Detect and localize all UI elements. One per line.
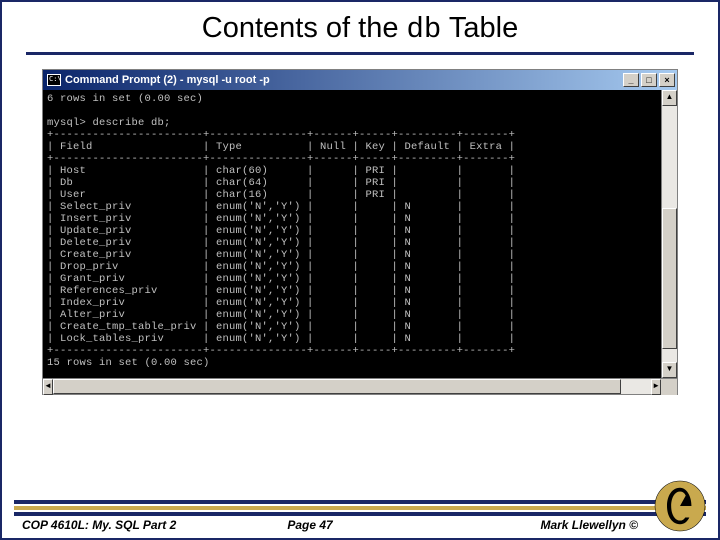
slide-footer: COP 4610L: My. SQL Part 2 Page 47 Mark L… [2, 500, 718, 538]
minimize-button[interactable]: _ [623, 73, 639, 87]
ucf-logo-icon [654, 480, 706, 532]
window-title: Command Prompt (2) - mysql -u root -p [65, 74, 623, 86]
maximize-button[interactable]: □ [641, 73, 657, 87]
title-prefix: Contents of the [202, 12, 407, 44]
footer-bar-gold [14, 506, 706, 510]
window-buttons: _ □ × [623, 73, 675, 87]
footer-page: Page 47 [287, 518, 372, 532]
scroll-track-h[interactable] [53, 379, 651, 394]
title-suffix: Table [441, 12, 518, 44]
window-titlebar[interactable]: Command Prompt (2) - mysql -u root -p _ … [43, 70, 677, 90]
horizontal-scrollbar[interactable]: ◄ ► [43, 378, 677, 394]
terminal-output: 6 rows in set (0.00 sec) mysql> describe… [43, 90, 661, 378]
scroll-corner [661, 379, 677, 395]
vertical-scrollbar[interactable]: ▲ ▼ [661, 90, 677, 378]
title-underline [26, 52, 694, 55]
scroll-down-button[interactable]: ▼ [662, 362, 677, 378]
footer-author: Mark Llewellyn © [373, 518, 698, 532]
command-prompt-window: Command Prompt (2) - mysql -u root -p _ … [42, 69, 678, 395]
scroll-track-v[interactable] [662, 106, 677, 362]
close-button[interactable]: × [659, 73, 675, 87]
cmd-icon [47, 74, 61, 86]
footer-bar-navy-2 [14, 512, 706, 516]
scroll-up-button[interactable]: ▲ [662, 90, 677, 106]
slide-title: Contents of the db Table [2, 2, 718, 52]
scroll-thumb-h[interactable] [53, 379, 621, 394]
footer-course: COP 4610L: My. SQL Part 2 [22, 518, 287, 532]
scroll-left-button[interactable]: ◄ [43, 379, 53, 395]
title-code: db [407, 13, 442, 46]
scroll-thumb-v[interactable] [662, 208, 677, 349]
scroll-right-button[interactable]: ► [651, 379, 661, 395]
footer-bar-navy [14, 500, 706, 504]
